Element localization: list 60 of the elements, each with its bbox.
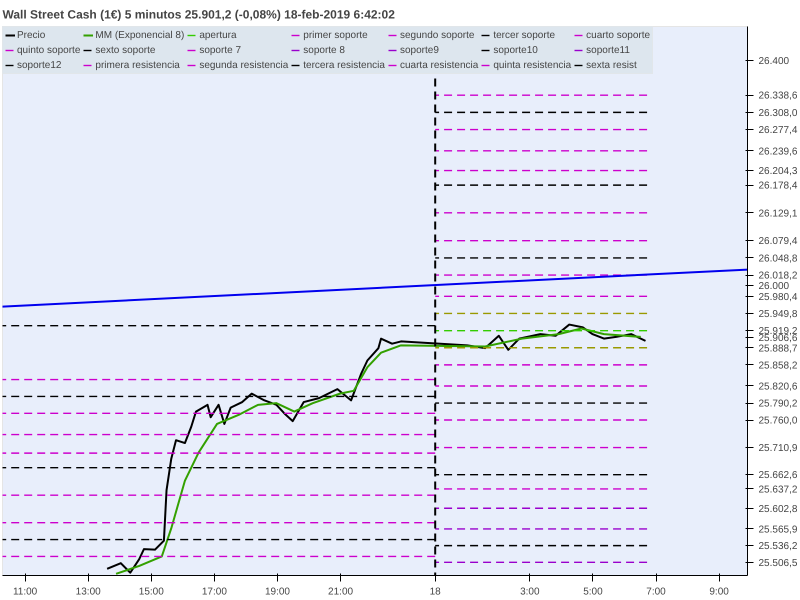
legend-label: sexta resist (586, 59, 637, 71)
x-tick-label: 5:00 (583, 586, 604, 598)
y-tick-label: 26.178,4 (758, 180, 798, 192)
y-tick-label: 25.949,8 (758, 308, 798, 320)
y-tick-label: 26.277,4 (758, 125, 798, 136)
legend-label: tercer soporte (493, 29, 556, 41)
x-tick-label: 18 (430, 586, 442, 598)
y-tick-label: 26.239,6 (758, 146, 798, 158)
x-tick-label: 13:00 (76, 586, 102, 598)
x-tick-label: 3:00 (520, 586, 540, 598)
legend-label: Precio (17, 29, 46, 41)
legend-label: soporte11 (586, 44, 630, 56)
legend-label: cuarto soporte (586, 29, 650, 41)
x-tick-label: 9:00 (709, 586, 730, 598)
legend-label: MM (Exponencial 8) (95, 29, 184, 41)
y-tick-label: 25.536,2 (758, 541, 798, 552)
y-tick-label: 25.820,6 (758, 381, 798, 392)
legend-label: segunda resistencia (199, 59, 288, 71)
x-tick-label: 17:00 (202, 586, 228, 598)
legend-label: quinta resistencia (493, 59, 572, 71)
legend-label: primer soporte (303, 29, 368, 41)
legend-label: soporte 8 (303, 44, 345, 56)
y-tick-label: 26.129,1 (758, 208, 798, 220)
y-tick-label: 25.662,6 (758, 470, 798, 482)
y-tick-label: 26.400 (758, 56, 790, 68)
y-tick-label: 25.637,2 (758, 484, 798, 496)
legend-label: segundo soporte (400, 29, 474, 41)
y-tick-label: 25.790,2 (758, 398, 798, 410)
chart-title: Wall Street Cash (1€) 5 minutos 25.901,2 (-0,08%) 18-feb-2019 6:42:02 (2, 8, 396, 22)
y-tick-label: 25.858,2 (758, 360, 798, 372)
y-tick-label: 26.204,3 (758, 166, 798, 178)
y-tick-label: 25.602,8 (758, 504, 798, 515)
legend-label: soporte12 (17, 59, 62, 71)
x-tick-label: 11:00 (12, 586, 38, 598)
legend-label: cuarta resistencia (400, 59, 478, 71)
y-tick-label: 25.565,9 (758, 524, 798, 536)
legend-label: soporte10 (493, 44, 538, 56)
legend-label: quinto soporte (17, 44, 80, 56)
x-tick-label: 19:00 (264, 586, 290, 598)
legend-label: sexto soporte (95, 44, 156, 56)
y-tick-label: 25.980,4 (758, 292, 798, 303)
y-tick-label: 25.888,7 (758, 343, 798, 354)
legend-label: soporte9 (400, 44, 439, 56)
y-tick-label: 26.338,6 (758, 90, 798, 102)
y-tick-label: 25.760,0 (758, 416, 798, 427)
y-tick-label: 25.710,9 (758, 443, 798, 454)
y-tick-label: 26.048,8 (758, 253, 798, 264)
y-tick-label: 25.906,6 (758, 333, 798, 344)
legend-label: apertura (199, 29, 237, 41)
x-tick-label: 21:00 (328, 586, 354, 598)
y-tick-label: 26.079,4 (758, 236, 798, 248)
legend-label: soporte 7 (199, 44, 242, 56)
x-tick-label: 15:00 (138, 586, 164, 598)
y-tick-label: 25.506,5 (758, 558, 798, 569)
y-tick-label: 26.000 (758, 280, 790, 292)
x-tick-label: 7:00 (646, 586, 666, 598)
legend-label: primera resistencia (95, 59, 180, 71)
y-tick-label: 26.308,0 (758, 108, 798, 119)
y-tick-label: 26.018,2 (758, 270, 798, 282)
legend-label: tercera resistencia (303, 59, 385, 71)
